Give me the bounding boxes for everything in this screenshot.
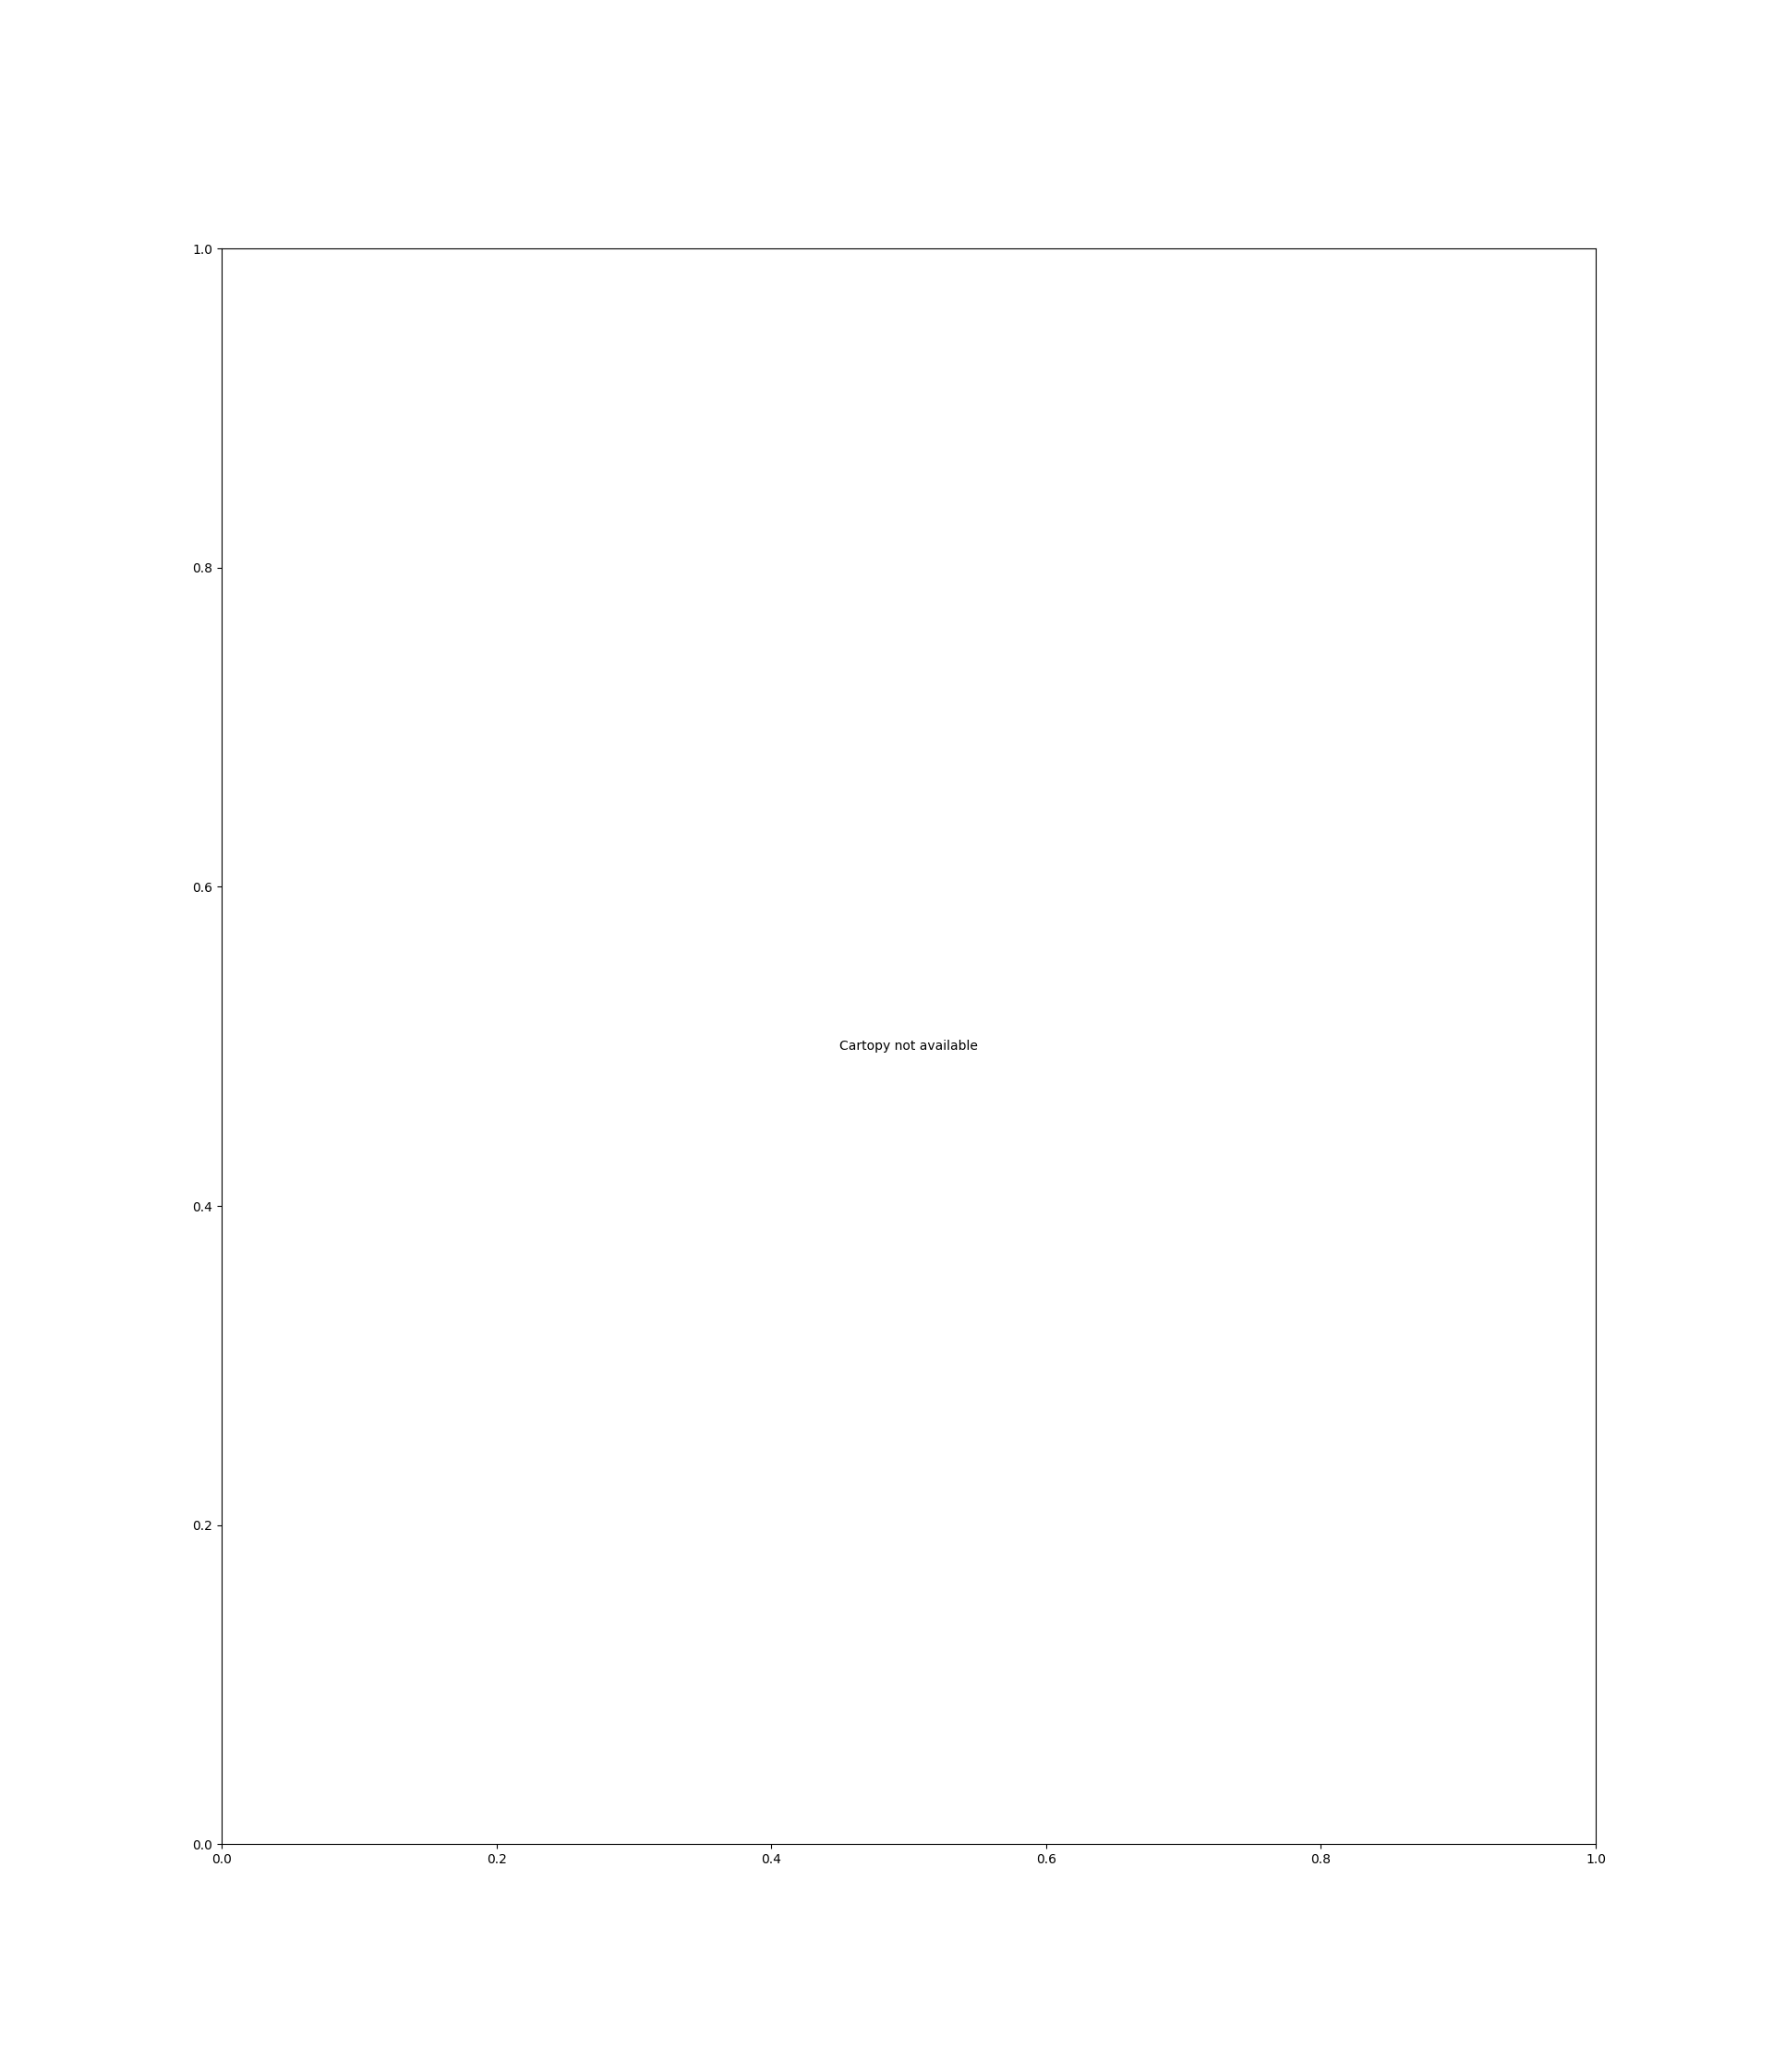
Text: Cartopy not available: Cartopy not available (839, 1040, 979, 1053)
